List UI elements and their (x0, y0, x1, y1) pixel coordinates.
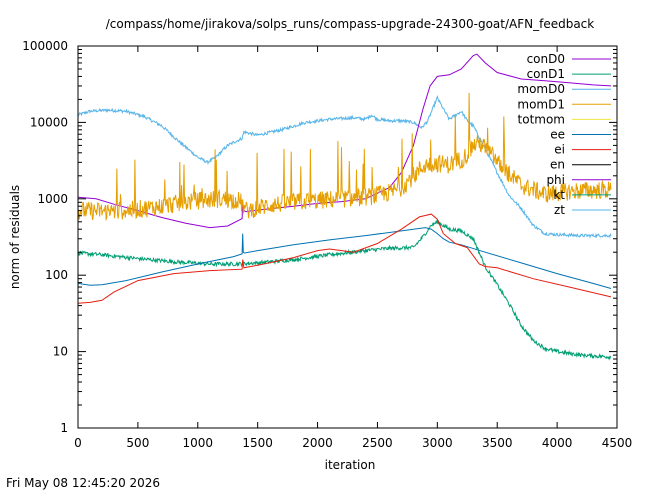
series-line-conD0 (77, 53, 612, 229)
plot-frame (77, 45, 618, 429)
x-tick-label: 1500 (242, 436, 273, 450)
x-axis-label: iteration (325, 458, 376, 471)
series-line-momD0 (77, 95, 612, 239)
legend-label-totmom: totmom (518, 112, 565, 126)
legend-label-conD1: conD1 (527, 67, 565, 81)
y-axis-label: norm of residuals (8, 185, 22, 289)
series-line-ee (77, 227, 612, 289)
legend-label-zt: zt (554, 203, 565, 217)
y-tick-label: 1000 (37, 192, 68, 206)
x-tick-label: 2000 (302, 436, 333, 450)
y-tick-label: 1 (60, 421, 68, 435)
series-layer (77, 53, 612, 361)
y-tick-label: 100000 (22, 39, 68, 53)
x-tick-label: 0 (74, 436, 82, 450)
axis-layer: 0 500 1000 1500 2000 2500 3000 3500 4000 4500 1 10 1… (22, 39, 632, 450)
x-tick-label: 2500 (362, 436, 393, 450)
series-line-momD1 (77, 92, 612, 222)
x-tick-label: 1000 (183, 436, 214, 450)
chart-title: /compass/home/jirakova/solps_runs/compas… (106, 17, 595, 31)
footer-timestamp: Fri May 08 12:45:20 2026 (6, 476, 161, 490)
x-tick-label: 4500 (602, 436, 633, 450)
legend-label-phi: phi (546, 173, 565, 187)
y-tick-label: 100 (45, 268, 68, 282)
y-tick-label: 10 (53, 345, 68, 359)
x-tick-label: 3000 (422, 436, 453, 450)
x-tick-label: 3500 (482, 436, 513, 450)
legend-label-momD1: momD1 (517, 97, 565, 111)
legend-label-en: en (550, 158, 565, 172)
residuals-chart: /compass/home/jirakova/solps_runs/compas… (8, 17, 632, 471)
x-tick-label: 4000 (542, 436, 573, 450)
legend-label-conD0: conD0 (527, 52, 565, 66)
legend-label-momD0: momD0 (517, 82, 565, 96)
legend-label-kt: kt (553, 188, 565, 202)
legend-label-ei: ei (554, 143, 565, 157)
series-line-ei (77, 213, 612, 304)
y-tick-label: 10000 (30, 115, 68, 129)
x-tick-label: 500 (126, 436, 149, 450)
series-line-conD1 (77, 219, 612, 361)
legend-label-ee: ee (550, 128, 565, 142)
